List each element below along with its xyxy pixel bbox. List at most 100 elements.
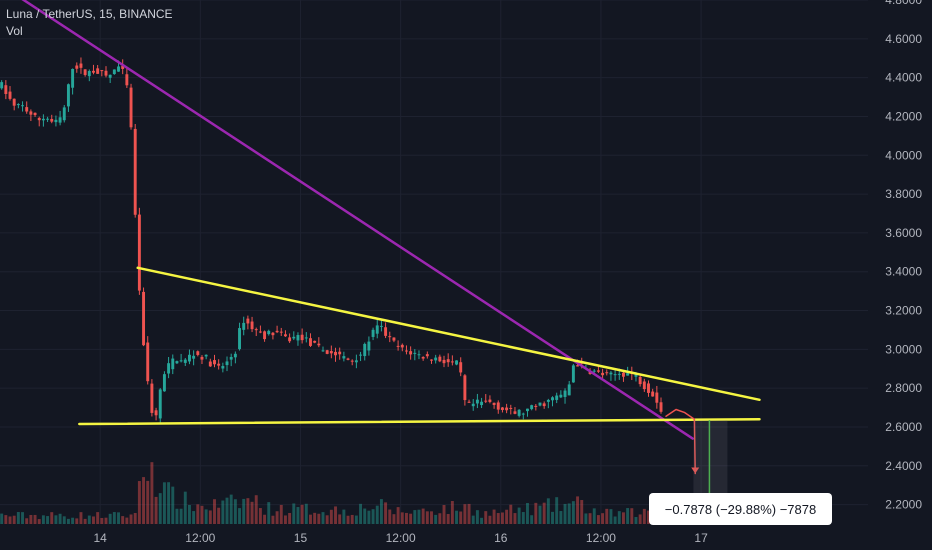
triangle-lower-line[interactable] [78,417,761,426]
volume-bar [79,512,83,524]
volume-bar [496,513,500,524]
candle-body [104,70,108,76]
price-axis[interactable]: 4.8000 4.6000 4.4000 4.2000 4.0000 3.8000 3.60… [885,0,922,512]
candle-body [242,322,246,330]
volume-bar [530,515,534,524]
volume-bar [304,503,308,524]
candle-body [500,407,504,410]
candle-body [379,325,383,327]
volume-bar [617,511,621,524]
candle-body [621,372,625,377]
volume-bar [46,516,50,524]
candle-body [250,321,254,330]
volume-bar [296,507,300,524]
candle-body [54,119,58,123]
volume-bar [567,503,571,524]
volume-bar [409,513,413,524]
volume-bar [475,510,479,524]
candle-body [559,394,563,398]
volume-bar [162,482,166,524]
candle-body [413,352,417,354]
volume-bar [167,482,171,524]
volume-bar [171,486,175,524]
candle-body [517,409,521,416]
volume-bar [16,512,20,524]
candle-body [388,336,392,338]
candle-body [46,118,50,120]
volume-bar [100,517,104,524]
volume-bar [21,512,24,524]
candle-body [217,363,221,366]
volume-bar [258,508,262,524]
volume-bar [346,515,350,524]
volume-bar [204,509,208,524]
candle-body [567,384,571,396]
volume-bar [509,504,513,524]
volume-bar [542,502,546,524]
volume-bar [33,514,37,524]
volume-bar [112,512,116,524]
candle-body [396,345,400,347]
price-tick-label: 4.2000 [885,109,922,123]
volume-bar [108,513,112,524]
candle-body [555,395,559,400]
volume-bar [50,512,54,524]
candle-body [530,405,534,410]
price-tick-label: 2.8000 [885,381,922,395]
candle-body [588,371,592,374]
candle-body [609,372,613,375]
volume-bar [638,514,642,524]
descending-trendline[interactable] [0,0,694,440]
volume-bar [62,516,66,524]
price-tick-label: 4.4000 [885,71,922,85]
candle-body [175,361,179,364]
candle-body [292,336,296,339]
volume-bar [225,497,229,524]
volume-bar [584,513,588,524]
candle-body [442,359,446,364]
volume-bar [384,502,388,524]
volume-bar [37,519,41,524]
candle-body [279,331,283,333]
triangle-upper-line[interactable] [136,266,761,402]
time-axis[interactable]: 14 12:00 15 12:00 16 12:00 17 [93,531,708,545]
volume-bar [500,512,504,524]
candle-body [309,338,312,346]
volume-bar [288,512,292,524]
volume-bar [87,515,91,524]
candle-body [275,330,279,333]
volume-bar [300,504,304,524]
candle-body [642,381,646,390]
candle-body [213,360,216,365]
projected-path[interactable] [665,408,696,475]
volume-bar [267,502,271,524]
candle-body [488,399,492,402]
candle-body [4,85,8,94]
volume-bar [354,515,358,524]
volume-bar [350,514,354,524]
volume-bar [41,515,45,524]
volume-bar [271,515,275,524]
candle-body [37,117,41,121]
time-tick-label: 15 [294,531,308,545]
volume-bar [425,511,429,524]
candle-body [655,392,659,403]
volume-bar [200,505,204,524]
candle-body [455,360,458,365]
symbol-title[interactable]: Luna / TetherUS, 15, BINANCE [6,7,173,21]
candle-body [16,104,20,106]
price-tick-label: 3.4000 [885,265,922,279]
candle-body [359,354,363,356]
candle-body [526,408,529,412]
drawings[interactable] [0,0,761,519]
candle-body [204,354,208,357]
volume-bar [421,508,425,524]
time-tick-label: 12:00 [586,531,616,545]
volume-indicator-label[interactable]: Vol [6,24,23,38]
volume-bar [334,506,337,524]
candle-body [304,337,308,339]
candle-body [79,63,83,68]
candlesticks[interactable] [0,57,663,424]
